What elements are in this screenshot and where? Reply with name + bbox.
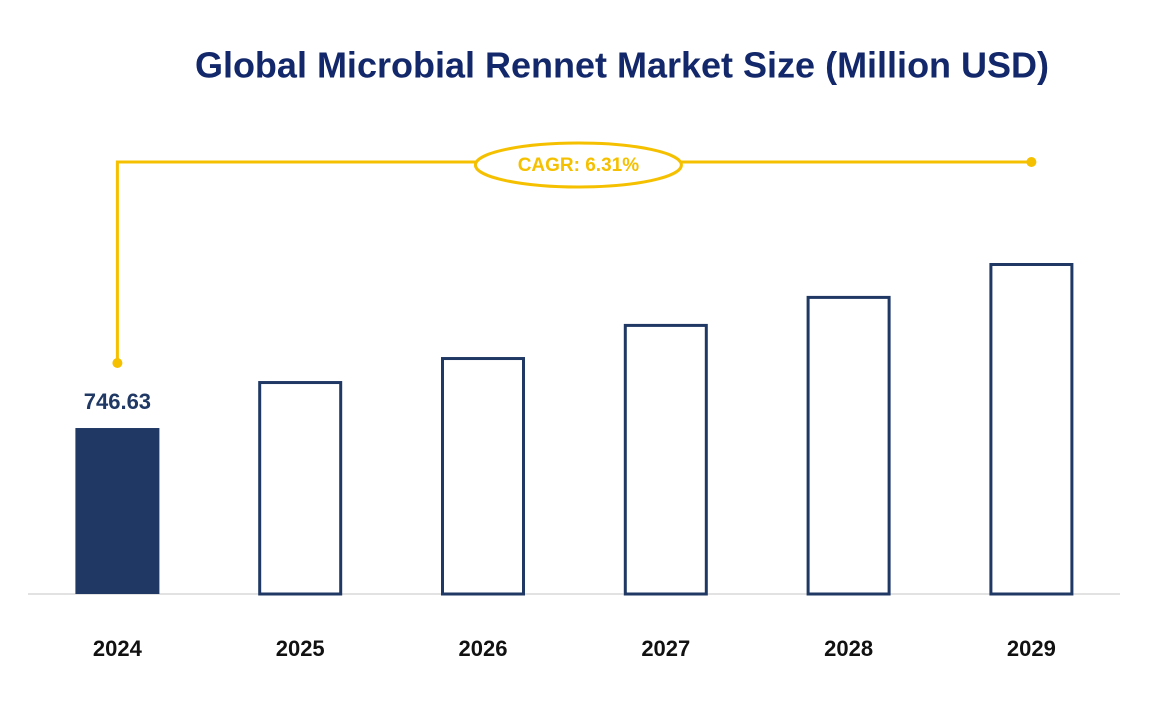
bar	[806, 295, 891, 596]
bar	[989, 263, 1074, 596]
chart-title: Global Microbial Rennet Market Size (Mil…	[195, 45, 1049, 86]
cagr-label: CAGR: 6.31%	[518, 155, 640, 176]
cagr-dot	[1026, 157, 1037, 167]
x-tick-label: 2025	[276, 636, 325, 661]
x-tick-label: 2024	[93, 636, 143, 661]
x-tick-label: 2029	[1007, 636, 1056, 661]
bar	[75, 428, 160, 594]
cagr-line	[115, 160, 1032, 364]
cagr-dot	[112, 358, 123, 369]
x-tick-label: 2028	[824, 636, 873, 661]
cagr-badge	[473, 141, 683, 189]
bar	[441, 357, 525, 596]
bar	[623, 323, 708, 596]
bar	[258, 381, 343, 596]
value-label: 746.63	[84, 389, 151, 414]
x-tick-label: 2027	[641, 636, 690, 661]
x-tick-label: 2026	[459, 636, 508, 661]
